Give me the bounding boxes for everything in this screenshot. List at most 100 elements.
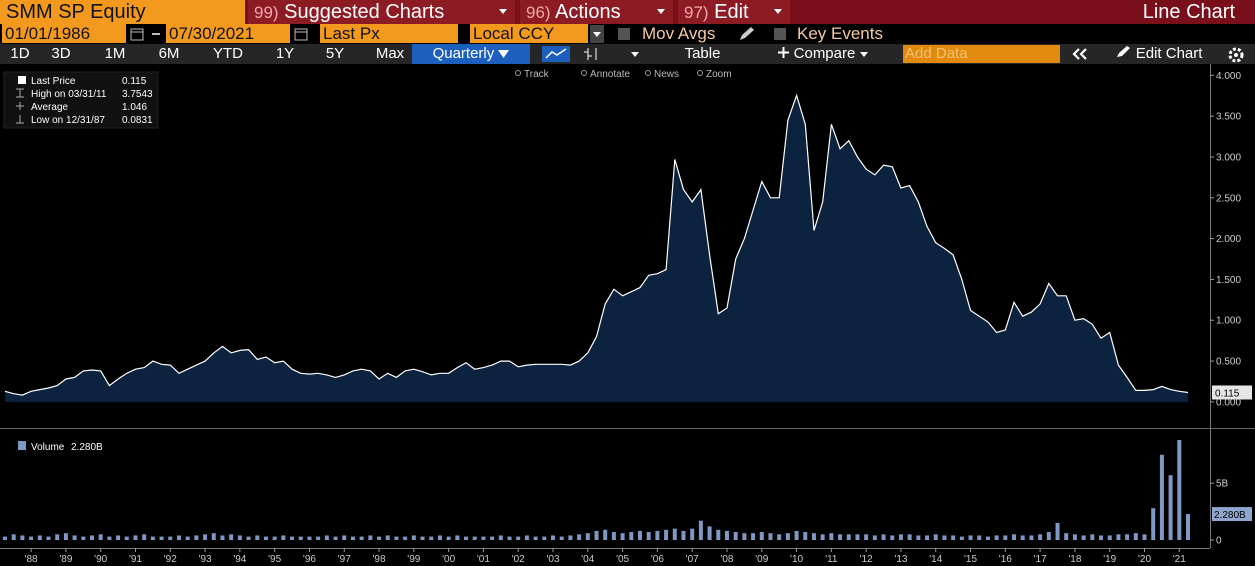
- edit-chart-label: Edit Chart: [1135, 45, 1203, 62]
- volume-bar: [733, 532, 738, 540]
- end-date[interactable]: 07/30/2021: [166, 24, 290, 43]
- volume-bar: [985, 536, 990, 540]
- volume-bar: [577, 534, 582, 540]
- volume-bar: [1020, 535, 1025, 540]
- x-tick-label: '99: [407, 554, 420, 565]
- last-volume-tag: [1212, 507, 1252, 522]
- table-button[interactable]: Table: [684, 45, 721, 62]
- volume-bar: [307, 536, 312, 540]
- volume-bar: [838, 534, 843, 540]
- volume-bar: [551, 535, 556, 540]
- volume-bar: [481, 536, 486, 540]
- x-tick-label: '97: [338, 554, 351, 565]
- volume-bar: [1151, 508, 1156, 540]
- settings-icon[interactable]: [1227, 46, 1245, 64]
- volume-bar: [255, 535, 260, 540]
- period-button[interactable]: 1Y: [275, 45, 295, 62]
- x-tick-label: '21: [1173, 554, 1186, 565]
- volume-bar: [629, 532, 634, 540]
- volume-bar: [359, 536, 364, 540]
- dropdown[interactable]: [615, 45, 655, 63]
- stat-label: Average: [31, 102, 69, 113]
- volume-bar: [185, 536, 190, 540]
- currency-select[interactable]: Local CCY: [470, 24, 588, 43]
- edit-chart-button[interactable]: Edit Chart: [1098, 44, 1220, 64]
- legend-glyphs: [16, 88, 24, 124]
- pencil-icon[interactable]: [738, 26, 756, 42]
- x-tick-label: '98: [373, 554, 386, 565]
- volume-bar: [11, 534, 16, 540]
- menu[interactable]: 96) Actions: [520, 0, 673, 24]
- volume-bar: [37, 535, 42, 540]
- volume-bar: [89, 535, 94, 540]
- volume-bar: [333, 536, 338, 540]
- chart-tool: Annotate: [590, 69, 630, 80]
- price-area: [5, 95, 1188, 402]
- volume-bar: [1142, 534, 1147, 540]
- period-button[interactable]: 1D: [10, 45, 30, 62]
- volume-bar: [272, 536, 277, 540]
- y-tick-label: 3.500: [1216, 112, 1241, 123]
- currency-dropdown[interactable]: [590, 25, 604, 43]
- volume-bar: [855, 534, 860, 540]
- add-data-input[interactable]: Add Data: [903, 45, 1060, 63]
- last-price-tag: [1212, 385, 1252, 400]
- period-button[interactable]: 1M: [104, 45, 126, 62]
- plus-icon: [778, 47, 790, 58]
- frequency-select[interactable]: Quarterly: [412, 44, 530, 64]
- volume-bar: [968, 535, 973, 540]
- menu[interactable]: 99) Suggested Charts: [248, 0, 515, 24]
- y-tick-label: 1.000: [1216, 316, 1241, 327]
- menu[interactable]: 97) Edit: [678, 0, 790, 24]
- x-tick-label: '04: [581, 554, 594, 565]
- volume-bar: [533, 536, 538, 540]
- volume-bar: [925, 535, 930, 540]
- volume-bar: [1055, 522, 1060, 540]
- start-date[interactable]: 01/01/1986: [2, 24, 126, 43]
- field-select[interactable]: Last Px: [320, 24, 458, 43]
- legend-value: 2.280B: [71, 442, 103, 453]
- volume-bar: [916, 535, 921, 540]
- chart-tool: News: [654, 69, 679, 80]
- volume-bar: [116, 535, 121, 540]
- volume-bar: [290, 536, 295, 540]
- volume-bar: [411, 535, 416, 540]
- volume-bar: [176, 535, 181, 540]
- calendar-icon[interactable]: [130, 27, 144, 41]
- calendar-icon[interactable]: [294, 27, 308, 41]
- volume-bar: [150, 536, 155, 540]
- period-button[interactable]: 5Y: [325, 45, 345, 62]
- x-tick-label: '94: [233, 554, 246, 565]
- volume-bar: [3, 536, 7, 540]
- volume-bar: [403, 536, 408, 540]
- menu-label: Edit: [714, 1, 749, 23]
- x-tick-label: '15: [964, 554, 977, 565]
- volume-bar: [603, 529, 608, 540]
- volume-bar: [472, 536, 477, 540]
- volume-bar: [672, 528, 677, 540]
- volume-bar: [63, 533, 68, 540]
- security-field[interactable]: SMM SP Equity: [0, 0, 245, 24]
- period-button[interactable]: YTD: [213, 45, 243, 62]
- volume-bar: [777, 534, 782, 540]
- volume-bar: [1116, 534, 1121, 540]
- volume-bar: [803, 532, 808, 540]
- collapse-icon[interactable]: [1068, 45, 1092, 63]
- x-tick-label: '92: [164, 554, 177, 565]
- volume-bar: [759, 532, 764, 540]
- period-button[interactable]: 6M: [158, 45, 180, 62]
- volume-bar: [907, 534, 912, 540]
- chart-kind: Line Chart: [1142, 1, 1235, 23]
- checkbox[interactable]: [774, 28, 786, 40]
- volume-bar: [490, 536, 495, 540]
- compare-button[interactable]: Compare: [758, 44, 888, 64]
- volume-bar: [1038, 534, 1043, 540]
- x-tick-label: '02: [512, 554, 525, 565]
- checkbox[interactable]: [618, 28, 630, 40]
- x-tick-label: '13: [894, 554, 907, 565]
- period-button[interactable]: 3D: [51, 45, 71, 62]
- period-button[interactable]: Max: [375, 45, 405, 62]
- chart-style-icons[interactable]: [540, 45, 610, 63]
- compare-label: Compare: [793, 45, 856, 62]
- volume-bar: [1159, 454, 1164, 540]
